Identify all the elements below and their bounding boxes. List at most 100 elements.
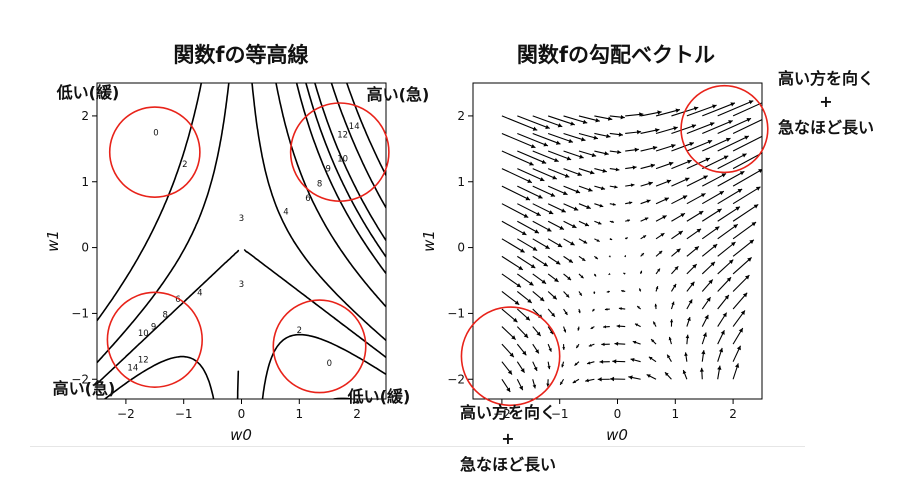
gradient-arrow [655,268,661,275]
gradient-arrow [655,126,678,135]
gradient-arrow [686,299,693,310]
gradient-arrow [701,296,711,310]
gradient-arrow [655,197,670,205]
contour-level-label: 10 [138,329,149,339]
gradient-arrow [578,115,600,123]
bottom-separator [30,446,805,447]
gradient-arrow [640,145,658,152]
x-tick-label: 2 [729,407,737,421]
gradient-arrow [563,220,577,229]
contour-level-label: 9 [151,323,156,333]
y-tick-label: −2 [447,372,465,386]
gradient-arrow [701,190,725,205]
gradient-highlight-circles [460,84,769,407]
gradient-arrow [532,273,547,285]
gradient-arrow [578,238,588,244]
contour-title: 関数fの等高線 [173,43,308,67]
gradient-arrow [561,361,565,368]
gradient-arrow [640,181,653,187]
contour-level-label: 0 [153,128,158,138]
gradient-arrow [655,286,659,292]
gradient-arrow [578,273,584,279]
annotation-bottom-right: 低い(緩) [347,387,411,406]
gradient-arrow [578,308,581,314]
gradient-arrow [671,142,695,152]
highlight-circle [272,299,367,394]
contour-level-label: 4 [197,288,202,298]
gradient-arrow [604,307,610,311]
gradient-arrows [501,100,762,393]
gradient-arrow [547,203,566,213]
x-tick-label: 1 [671,407,679,421]
gradient-arrow [563,273,572,281]
gradient-arrow [547,291,558,300]
highlight-circle [106,291,203,388]
gradient-arrow [516,308,531,321]
gradient-arrow [732,345,742,362]
gradient-arrow [669,319,674,327]
gradient-arrow [701,350,706,362]
gradient-arrow [563,308,568,316]
gradient-arrow [599,359,610,364]
gradient-arrow [717,294,730,310]
gradient-arrow [516,326,529,339]
gradient-arrow [632,340,641,345]
gradient-arrow [547,361,551,370]
gradient-arrow [655,215,667,222]
gradient-arrow [640,217,649,222]
gradient-arrow [686,104,717,117]
gradient-arrow [563,203,579,211]
contour-level-label: 4 [283,207,288,217]
gradient-arrow [578,185,593,192]
gradient-arrow [609,220,615,223]
gradient-arrow [686,192,706,205]
gradient-arrow [516,361,525,374]
gradient-arrow [702,155,729,170]
gradient-arrow [655,250,663,257]
gradient-arrow [547,185,568,196]
contour-level-label: 9 [325,165,330,175]
gradient-arrow [516,291,533,304]
gradient-arrow [532,255,549,267]
y-tick-label: 0 [81,241,89,255]
gradient-arrow [671,195,688,205]
gradient-arrow [563,115,588,124]
gradient-arrow [668,336,672,345]
contour-level-label: 0 [327,359,332,369]
annotation-top-right: 高い(急) [367,85,430,104]
y-tick-label: 2 [457,109,465,123]
gradient-arrow [594,132,611,139]
gradient-arrow [686,246,700,257]
gradient-arrow [732,203,759,222]
contour-line [275,83,386,308]
gradient-arrow [594,220,602,225]
gradient-arrow [717,135,750,152]
gradient-arrow [625,129,642,135]
gradient-arrow [562,344,566,350]
gradient-arrow [732,239,755,257]
gradient-arrow [532,343,540,354]
gradient-arrow [532,185,556,197]
annotation-line1: 高い方を向く [778,69,874,88]
gradient-arrow [682,369,688,380]
gradient-arrow [686,122,715,134]
gradient-arrow [517,220,540,234]
gradient-arrow [702,137,731,152]
gradient-arrow [639,270,643,275]
x-tick-label: 1 [295,407,303,421]
gradient-arrow [547,168,570,178]
gradient-arrow [640,110,662,117]
gradient-arrow [640,234,647,240]
gradient-arrow [732,363,740,380]
gradient-arrow [578,203,591,210]
gradient-arrow [501,361,513,375]
gradient-arrow [594,115,613,121]
gradient-arrow [624,237,628,240]
gradient-arrow [563,291,570,298]
contour-level-label: 2 [297,326,302,336]
gradient-arrow [616,324,626,328]
gradient-arrow [625,165,637,170]
gradient-arrow [717,347,724,362]
gradient-arrow [701,279,714,292]
